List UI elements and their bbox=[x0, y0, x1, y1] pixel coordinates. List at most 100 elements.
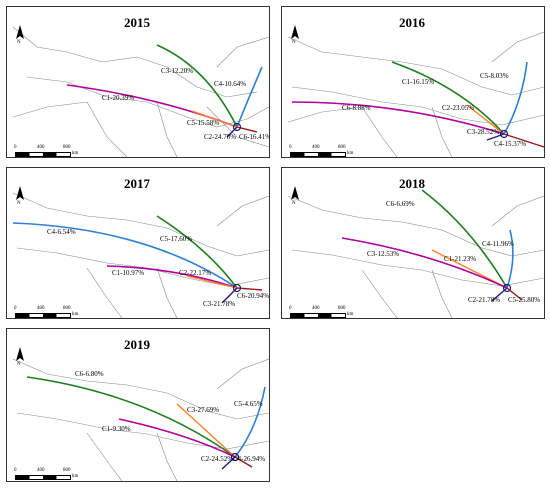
map-panel-2016: 2016 N C1-16.15% C5-8.03% C2-23.05% C6-8… bbox=[281, 6, 545, 158]
label-C5: C5-25.80% bbox=[508, 296, 541, 304]
label-C2: C2-24.52% bbox=[201, 455, 234, 463]
label-C6: C6-20.94% bbox=[237, 292, 270, 300]
route-C5 bbox=[156, 215, 238, 289]
scale-unit: km bbox=[72, 151, 79, 156]
svg-text:N: N bbox=[17, 40, 21, 43]
scale-unit: km bbox=[72, 474, 79, 479]
route-C6 bbox=[291, 101, 505, 135]
label-C3: C3-12.20% bbox=[161, 67, 194, 75]
route-C2 bbox=[226, 126, 238, 138]
label-C6: C6-6.80% bbox=[75, 370, 104, 378]
route-C3 bbox=[341, 237, 508, 289]
scale-tick: 800 bbox=[63, 468, 71, 473]
label-C2: C2-21.78% bbox=[468, 296, 501, 304]
label-C5: C5-17.60% bbox=[160, 235, 193, 243]
map-2015-svg bbox=[12, 26, 269, 157]
scale-tick: 800 bbox=[338, 306, 346, 311]
scale-tick: 400 bbox=[312, 306, 320, 311]
scale-tick: 800 bbox=[63, 306, 71, 311]
panel-title: 2019 bbox=[124, 337, 150, 352]
panel-title: 2016 bbox=[399, 15, 425, 30]
origin-marker bbox=[232, 122, 242, 132]
route-C1 bbox=[391, 61, 505, 135]
route-C4 bbox=[236, 66, 263, 128]
scale-tick: 0 bbox=[289, 306, 292, 311]
label-C4: C4-6.54% bbox=[47, 228, 76, 236]
label-C5: C5-15.58% bbox=[187, 119, 220, 127]
route-C5 bbox=[503, 61, 528, 135]
scale-tick: 0 bbox=[14, 145, 17, 150]
svg-text:N: N bbox=[17, 201, 21, 204]
north-arrow-icon: N bbox=[15, 25, 25, 43]
label-C2: C2-23.05% bbox=[442, 104, 475, 112]
route-C6 bbox=[26, 376, 236, 458]
route-C4 bbox=[12, 222, 238, 289]
label-C6: C6-16.41% bbox=[239, 133, 270, 141]
label-C1: C1-10.97% bbox=[112, 269, 145, 277]
map-panel-2017: 2017 N C4-6.54% C5-17.60% C1-10.97% C2-2… bbox=[6, 167, 270, 319]
map-2019-svg bbox=[12, 358, 269, 481]
borders bbox=[287, 195, 544, 318]
scale-tick: 800 bbox=[338, 145, 346, 150]
label-C5: C5-4.65% bbox=[234, 400, 263, 408]
label-C4: C4-26.94% bbox=[233, 455, 266, 463]
scale-tick: 400 bbox=[37, 306, 45, 311]
scale-tick: 0 bbox=[289, 145, 292, 150]
scale-tick: 0 bbox=[14, 468, 17, 473]
svg-text:N: N bbox=[292, 40, 296, 43]
scale-bar bbox=[15, 475, 71, 480]
label-C1: C1-16.15% bbox=[402, 78, 435, 86]
route-C6 bbox=[236, 287, 263, 291]
map-panel-2018: 2018 N C6-6.69% C4-11.96% C1-21.23% C3-1… bbox=[281, 167, 545, 319]
label-C1: C1-9.30% bbox=[102, 425, 131, 433]
scale-bar bbox=[290, 152, 346, 157]
label-C1: C1-21.23% bbox=[444, 255, 477, 263]
label-C1: C1-20.39% bbox=[102, 94, 135, 102]
scale-bar bbox=[15, 152, 71, 157]
label-C3: C3-28.52% bbox=[467, 128, 500, 136]
route-C2 bbox=[466, 104, 505, 135]
scale-tick: 400 bbox=[37, 468, 45, 473]
label-C3: C3-12.53% bbox=[367, 250, 400, 258]
scale-unit: km bbox=[347, 151, 354, 156]
scale-bar bbox=[15, 313, 71, 318]
origin-marker bbox=[502, 283, 512, 293]
scale-tick: 400 bbox=[312, 145, 320, 150]
map-panel-2019: 2019 N C6-6.80% C3-27.69% C5-4.65% C1-9.… bbox=[6, 328, 270, 482]
scale-bar bbox=[290, 313, 346, 318]
label-C4: C4-11.96% bbox=[482, 240, 514, 248]
origin-marker bbox=[230, 452, 240, 462]
panel-title: 2017 bbox=[124, 176, 150, 191]
svg-text:N: N bbox=[292, 201, 296, 204]
route-C4 bbox=[506, 229, 514, 289]
origin-marker bbox=[499, 129, 509, 139]
map-2017-svg bbox=[12, 192, 269, 318]
panel-title: 2015 bbox=[124, 15, 150, 30]
svg-text:N: N bbox=[17, 362, 21, 365]
label-C2: C2-22.17% bbox=[179, 269, 212, 277]
map-2018-svg bbox=[287, 189, 544, 318]
label-C5: C5-8.03% bbox=[480, 72, 509, 80]
route-C2 bbox=[186, 275, 238, 289]
origin-marker bbox=[232, 283, 242, 293]
north-arrow-icon: N bbox=[290, 25, 300, 43]
scale-tick: 400 bbox=[37, 145, 45, 150]
panel-title: 2018 bbox=[399, 176, 425, 191]
label-C4: C4-10.64% bbox=[214, 80, 247, 88]
scale-unit: km bbox=[347, 312, 354, 317]
scale-tick: 800 bbox=[63, 145, 71, 150]
scale-unit: km bbox=[72, 312, 79, 317]
label-C3: C3-27.69% bbox=[187, 406, 220, 414]
label-C4: C4-15.37% bbox=[494, 140, 527, 148]
label-C2: C2-24.78% bbox=[204, 133, 237, 141]
north-arrow-icon: N bbox=[15, 347, 25, 365]
route-C5 bbox=[234, 386, 266, 458]
north-arrow-icon: N bbox=[290, 186, 300, 204]
label-C3: C3-21.78% bbox=[203, 300, 236, 308]
north-arrow-icon: N bbox=[15, 186, 25, 204]
route-C3 bbox=[156, 44, 238, 128]
route-C4 bbox=[503, 133, 544, 148]
map-panel-2015: 2015 N C3-12.20% C4-10.64% C1-20.39% C5-… bbox=[6, 6, 270, 158]
route-C5 bbox=[191, 110, 238, 128]
route-C2 bbox=[221, 456, 236, 470]
